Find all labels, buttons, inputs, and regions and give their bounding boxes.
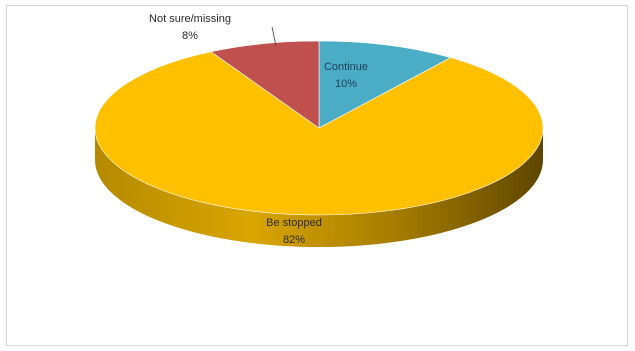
- label-not-sure-name: Not sure/missing: [149, 13, 231, 25]
- leader-line-not-sure: [271, 26, 277, 47]
- slice-be-stopped: [94, 51, 544, 216]
- label-be-stopped-name: Be stopped: [266, 217, 322, 229]
- slice-not-sure-missing: [210, 40, 320, 129]
- label-continue-value: 10%: [335, 78, 357, 90]
- data-labels: Continue 10% Be stopped 82% Not sure/mis…: [149, 13, 368, 246]
- label-continue-name: Continue: [324, 61, 368, 73]
- pie-tops: [94, 40, 544, 216]
- leader-lines: [271, 26, 277, 47]
- slice-continue: [318, 40, 452, 129]
- pie-sides: [95, 128, 543, 247]
- label-not-sure-value: 8%: [182, 30, 198, 42]
- label-be-stopped-value: 82%: [283, 234, 305, 246]
- slice-side-be-stopped: [95, 128, 543, 247]
